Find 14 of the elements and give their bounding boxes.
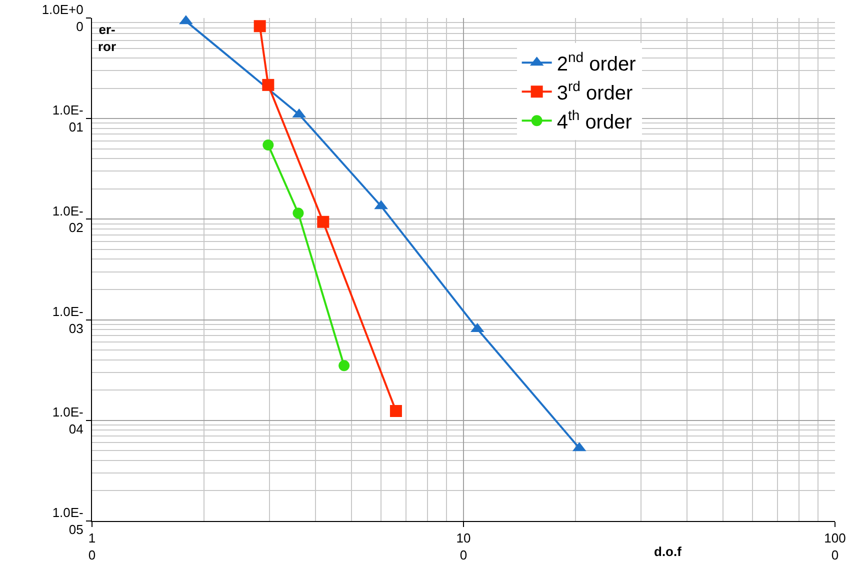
y-tick-label: 1.0E-04 [52, 404, 84, 436]
legend-label: 3$^{rd}$ order [556, 78, 633, 104]
y-tick-label: 1.0E-03 [52, 304, 84, 336]
y-tick-label: 1.0E-02 [52, 203, 84, 236]
y-axis-title: er- ror [98, 22, 116, 54]
x-tick-label: 10 0 [456, 530, 471, 562]
y-tick-label: 1.0E-01 [52, 102, 84, 135]
y-tick-label: 1.0E+00 [42, 2, 84, 34]
x-axis-title: d.o.f [654, 544, 682, 559]
x-tick-label: 100 0 [824, 530, 846, 562]
y-tick-label: 1.0E-05 [52, 505, 84, 537]
legend-label: 2$^{nd}$ order [556, 49, 636, 76]
legend-label: 4$^{th}$ order [556, 107, 632, 134]
x-tick-label: 1 0 [88, 530, 96, 562]
